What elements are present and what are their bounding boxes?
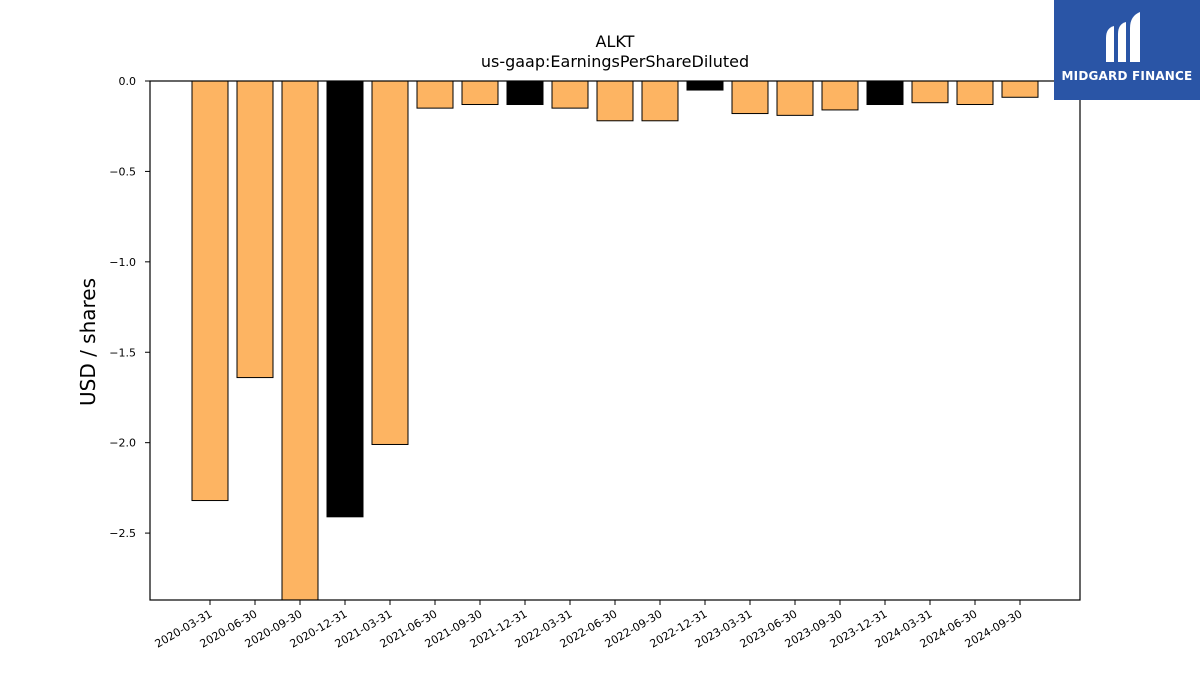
bar [866,80,904,106]
logo-mark-icon [1106,12,1140,62]
bar [686,80,724,91]
y-tick-label: −1.0 [109,256,136,269]
y-tick-label: −1.5 [109,346,136,359]
logo-text: MIDGARD FINANCE [1061,69,1193,83]
bar [596,80,634,122]
bar [326,80,364,518]
bar [236,80,274,379]
bar [731,80,769,115]
bar [776,80,814,116]
bar [641,80,679,122]
chart-subtitle: us-gaap:EarningsPerShareDiluted [480,52,750,71]
bar [1001,80,1039,98]
chart-title: ALKT [595,32,635,51]
bar [461,80,499,106]
bar [371,80,409,445]
y-axis-label: USD / shares [76,278,100,406]
y-tick-label: −0.5 [109,165,136,178]
bar [281,80,319,601]
bar [191,80,229,502]
y-tick-label: −2.0 [109,437,136,450]
y-tick-label: 0.0 [119,75,137,88]
bar [821,80,859,111]
y-tick-label: −2.5 [109,527,136,540]
bar [551,80,589,109]
brand-logo: MIDGARD FINANCE [1054,0,1200,100]
bar [506,80,544,106]
bar [911,80,949,104]
bar [956,80,994,106]
bar [416,80,454,109]
